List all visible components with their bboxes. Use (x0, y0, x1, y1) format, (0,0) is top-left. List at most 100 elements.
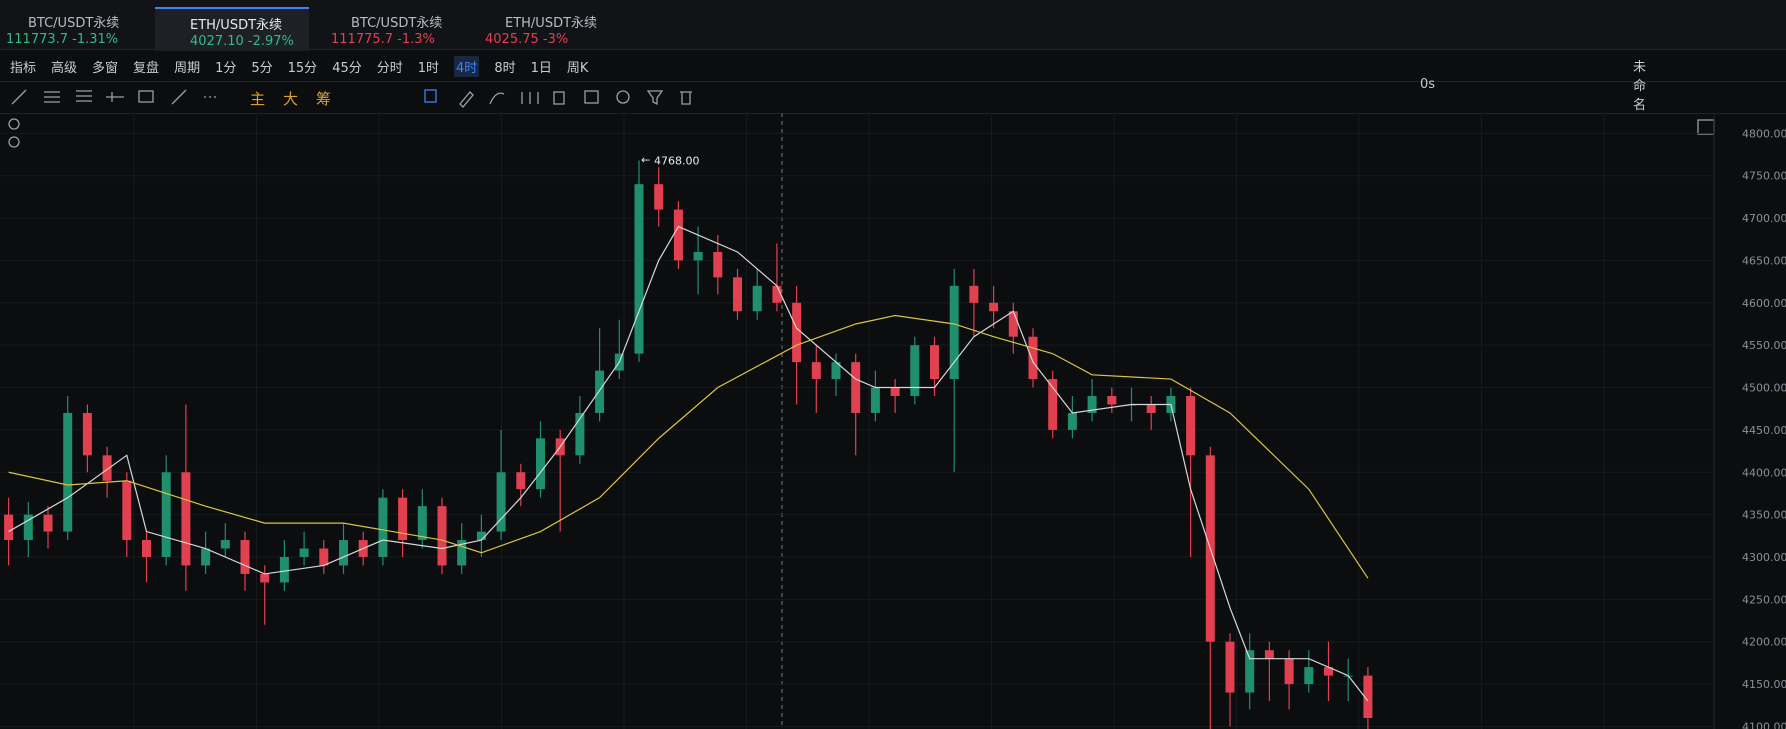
candle-body (654, 184, 664, 210)
candle-body (299, 548, 309, 557)
candle-body (378, 497, 388, 557)
y-tick-label: 4650.00 (1742, 254, 1786, 267)
tab[interactable]: ETH/USDT永续 4025.75 -3% (470, 7, 624, 49)
candle-body (4, 514, 14, 541)
y-tick-label: 4800.00 (1742, 127, 1786, 140)
candle-body (279, 556, 289, 583)
tab-name: BTC/USDT永续 (351, 16, 443, 31)
interval[interactable]: 周K (566, 61, 589, 76)
y-tick-label: 4550.00 (1742, 339, 1786, 352)
tab[interactable]: BTC/USDT永续 111775.7 -1.3% (316, 7, 470, 49)
candle-body (949, 285, 959, 380)
draw-tool[interactable]: 主 (250, 90, 266, 108)
candle-body (1067, 412, 1077, 430)
candle-body (1087, 396, 1097, 413)
candle-body (437, 506, 447, 566)
candle-body (1324, 667, 1333, 676)
candle-body (1304, 667, 1314, 685)
candle-body (1363, 675, 1373, 718)
candle-body (910, 345, 920, 397)
candle-body (142, 540, 151, 557)
candle-body (260, 573, 270, 583)
interval[interactable]: 4时 (454, 56, 480, 77)
candle-body (1008, 311, 1018, 337)
draw-toolbar (0, 81, 1786, 114)
candle-body (1186, 396, 1196, 456)
candle-body (752, 285, 762, 312)
y-tick-label: 4750.00 (1742, 170, 1786, 183)
tab-change: -1.3% (397, 32, 435, 47)
tab[interactable]: BTC/USDT永续 111773.7 -1.31% (4, 7, 158, 49)
candle-body (1028, 336, 1038, 380)
toolbar-item[interactable]: 高级 (51, 61, 78, 76)
draw-tool[interactable]: 筹 (316, 90, 332, 108)
y-tick-label: 4100.00 (1742, 720, 1786, 729)
y-tick-label: 4400.00 (1742, 466, 1786, 479)
candle-body (23, 514, 33, 541)
toolbar-item[interactable]: 周期 (174, 61, 201, 76)
candle-body (63, 412, 73, 532)
y-tick-label: 4200.00 (1742, 636, 1786, 649)
high-arrow: ← (641, 153, 650, 166)
candle-body (792, 302, 802, 363)
candle-body (516, 472, 526, 490)
tab-price: 111773.7 (6, 32, 69, 47)
candle-body (457, 540, 467, 566)
candle-body (201, 548, 211, 566)
tab[interactable]: ETH/USDT永续 4027.10 -2.97% (155, 7, 309, 51)
y-tick-label: 4600.00 (1742, 297, 1786, 310)
high-label: 4768.00 (654, 154, 700, 167)
toolbar-items: 指标 高级 多窗 复盘 周期 1分 5分 15分 45分 分时 1时 4时 8时 1日 周K (10, 56, 588, 77)
candle-body (870, 387, 880, 413)
tab-price: 111775.7 (331, 32, 394, 47)
tab-change: -3% (542, 32, 569, 47)
tab-name: ETH/USDT永续 (505, 16, 598, 31)
candle-body (1107, 396, 1117, 405)
candle-body (693, 251, 703, 261)
candle-body (181, 472, 191, 566)
y-tick-label: 4500.00 (1742, 382, 1786, 395)
candle-body (496, 472, 506, 532)
interval[interactable]: 45分 (332, 61, 362, 76)
candle-body (851, 362, 861, 413)
interval[interactable]: 15分 (287, 61, 318, 76)
candle-body (969, 285, 979, 303)
candle-body (930, 345, 939, 380)
interval[interactable]: 1时 (417, 61, 440, 76)
candle-body (1264, 650, 1274, 659)
interval[interactable]: 1日 (530, 61, 552, 76)
toolbar-item[interactable]: 指标 (10, 61, 37, 76)
draw-tool[interactable]: 大 (283, 90, 299, 108)
tab-change: -2.97% (247, 34, 294, 49)
toolbar-item[interactable]: 多窗 (92, 61, 119, 76)
candle-body (634, 184, 644, 354)
candle-body (811, 362, 821, 380)
candle-body (989, 302, 999, 312)
candle-body (1048, 379, 1058, 430)
candle-body (339, 540, 348, 566)
tab-change: -1.31% (72, 32, 119, 47)
chart: 4800.00 4750.00 4700.00 4650.00 4600.00 4550.… (0, 113, 1786, 729)
toolbar-right-item[interactable]: 未命名 (1633, 60, 1647, 113)
candle-body (220, 540, 230, 549)
draw-tools: 主大筹 (250, 88, 331, 109)
candle-body (713, 251, 723, 278)
candle-body (122, 480, 132, 541)
tab-quote: 111773.7 -1.31% (6, 32, 118, 47)
candle-body (319, 548, 329, 566)
candle-body (1146, 404, 1156, 413)
interval[interactable]: 5分 (251, 61, 273, 76)
candle-body (536, 438, 545, 490)
interval[interactable]: 8时 (494, 61, 516, 76)
interval[interactable]: 分时 (376, 61, 403, 76)
candle-body (733, 277, 742, 312)
candle-body (102, 455, 112, 481)
interval[interactable]: 1分 (215, 61, 237, 76)
toolbar-item[interactable]: 复盘 (133, 61, 160, 76)
candle-body (772, 285, 782, 303)
candle-body (161, 472, 171, 557)
y-tick-label: 4700.00 (1742, 212, 1786, 225)
toolbar-right-item[interactable]: 0s (1420, 77, 1436, 92)
candle-body (1284, 658, 1294, 685)
